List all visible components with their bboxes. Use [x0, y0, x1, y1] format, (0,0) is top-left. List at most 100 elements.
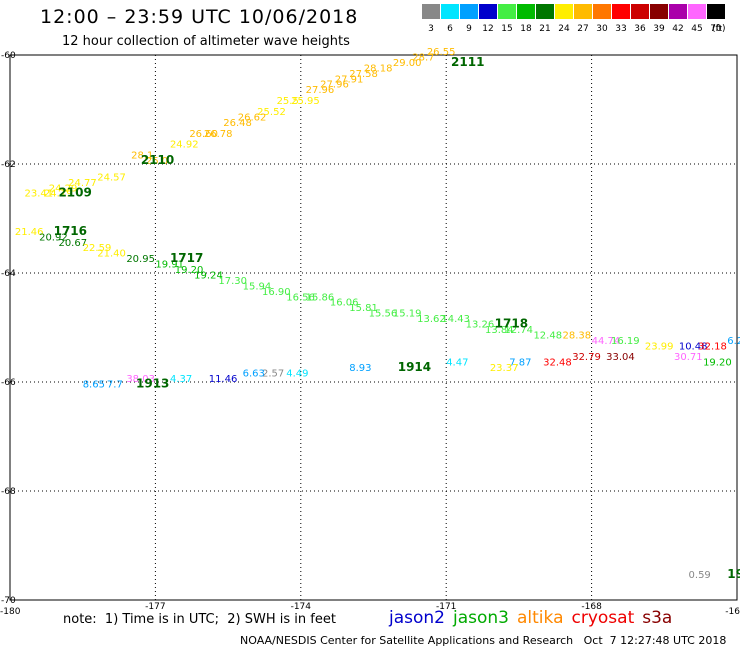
legend-swatch — [593, 4, 611, 19]
legend-swatch — [650, 4, 668, 19]
swh-value-label: 4.47 — [446, 358, 468, 369]
swh-value-label: 25.52 — [257, 107, 286, 118]
satellite-key: jason2 jason3 altika cryosat s3a — [389, 608, 680, 628]
swh-value-label: 32.18 — [698, 341, 727, 352]
swh-value-label: 44.74 — [592, 336, 621, 347]
legend-swatch — [669, 4, 687, 19]
swh-value-label: 24.79 — [44, 189, 73, 200]
swh-value-label: 6.63 — [243, 369, 265, 380]
legend-swatch — [441, 4, 459, 19]
legend-swatch — [517, 4, 535, 19]
swh-value-label: 19.91 — [155, 260, 184, 271]
swh-value-label: 32.48 — [543, 358, 572, 369]
latitude-tick-label: -70 — [1, 596, 16, 606]
swh-value-label: 24.77 — [68, 178, 97, 189]
swh-value-label: 24.29 — [49, 183, 78, 194]
swh-value-label: 27.58 — [349, 69, 378, 80]
swh-value-label: 23.37 — [490, 363, 519, 374]
swh-value-label: 27.96 — [306, 85, 335, 96]
map-title: 12:00 – 23:59 UTC 10/06/2018 — [40, 6, 359, 28]
pass-time-label: 1914 — [398, 360, 431, 374]
legend-label: 45 — [691, 24, 703, 34]
legend-swatch — [612, 4, 630, 19]
swh-value-label: 26.60 — [189, 129, 218, 140]
swh-value-label: 26.78 — [204, 129, 233, 140]
swh-value-label: 10.48 — [679, 341, 708, 352]
swh-value-label: 7.7 — [107, 379, 123, 390]
latitude-tick-label: -68 — [1, 487, 16, 497]
swh-value-label: 32.79 — [572, 352, 601, 363]
legend-swatch — [536, 4, 554, 19]
satellite-name-jason3: jason3 — [453, 608, 509, 628]
satellite-name-cryosat: cryosat — [571, 608, 635, 628]
swh-value-label: 19.20 — [703, 358, 732, 369]
pass-time-label: 2111 — [451, 55, 484, 69]
swh-value-label: 4.49 — [286, 369, 308, 380]
swh-value-label: 6.2 — [727, 336, 740, 347]
swh-value-label: 21.46 — [15, 227, 44, 238]
legend-swatch — [460, 4, 478, 19]
swh-value-label: 11.46 — [209, 374, 238, 385]
legend-label: 18 — [520, 24, 532, 34]
longitude-tick-label: -171 — [436, 602, 456, 612]
latitude-tick-label: -66 — [1, 378, 16, 388]
observation-values: 26.5528.729.0028.1827.5827.9127.9627.962… — [15, 47, 740, 581]
swh-value-label: 0.59 — [689, 570, 711, 581]
swh-value-label: 28.38 — [563, 330, 592, 341]
swh-value-label: 24.57 — [97, 172, 126, 183]
legend-label: 39 — [653, 24, 665, 34]
swh-value-label: 21.40 — [97, 249, 126, 260]
swh-value-label: 13.26 — [466, 320, 495, 331]
longitude-tick-label: -168 — [581, 602, 602, 612]
legend-label: 36 — [634, 24, 646, 34]
satellite-name-jason2: jason2 — [389, 608, 445, 628]
longitude-tick-label: -180 — [0, 607, 21, 617]
plot-frame — [9, 54, 738, 601]
swh-value-label: 28.18 — [364, 63, 393, 74]
swh-value-label: 4.37 — [170, 374, 192, 385]
latitude-tick-label: -64 — [1, 269, 16, 279]
hour-labels: 2111 2110 2109 1716 1717 1718 1913 1914 19 — [54, 55, 740, 581]
swh-value-label: 7.87 — [509, 358, 531, 369]
legend-label: 9 — [466, 24, 472, 34]
legend-label: 3 — [428, 24, 434, 34]
swh-value-label: 23.99 — [645, 341, 674, 352]
pass-time-label: 2110 — [141, 153, 174, 167]
swh-value-label: 13.84 — [485, 325, 514, 336]
legend-swatch — [422, 4, 440, 19]
footnote: note: 1) Time is in UTC; 2) SWH is in fe… — [63, 612, 336, 627]
swh-value-label: 8.93 — [349, 363, 371, 374]
legend-label: 6 — [447, 24, 453, 34]
axis-ticks: -180 -177 -174 -171 -168 -16 -60 -62 -64 -66 -68 -7… — [0, 51, 740, 617]
legend-label: 21 — [539, 24, 551, 34]
pass-time-label: 1717 — [170, 251, 203, 265]
swh-value-label: 8.65 — [83, 379, 105, 390]
satellite-name-altika: altika — [517, 608, 564, 628]
legend-swatch — [631, 4, 649, 19]
legend-label: 30 — [596, 24, 608, 34]
graticule — [10, 55, 737, 600]
swh-value-label: 28.1 — [131, 151, 153, 162]
legend-label: 12 — [482, 24, 494, 34]
legend-swatch — [479, 4, 497, 19]
legend-unit: (ft) — [712, 24, 726, 34]
swh-value-label: 15.86 — [306, 292, 335, 303]
swh-value-label: 24.92 — [170, 140, 199, 151]
legend-label: 24 — [558, 24, 570, 34]
legend-label: 33 — [615, 24, 627, 34]
swh-value-label: 20.67 — [58, 238, 87, 249]
swh-value-label: 29.00 — [393, 58, 422, 69]
pass-time-label: 1718 — [495, 317, 528, 331]
legend-swatch — [498, 4, 516, 19]
swh-value-label: 16.19 — [611, 336, 640, 347]
satellite-name-s3a: s3a — [642, 608, 673, 628]
swh-value-label: 26.48 — [223, 118, 252, 129]
swh-value-label: 15.81 — [349, 303, 378, 314]
pass-time-label: 1716 — [54, 224, 87, 238]
longitude-tick-label: -16 — [725, 607, 740, 617]
swh-value-label: 14.43 — [441, 314, 470, 325]
map-subtitle: 12 hour collection of altimeter wave hei… — [62, 34, 350, 49]
swh-value-label: 27.91 — [335, 74, 364, 85]
swh-value-label: 13.62 — [417, 314, 446, 325]
swh-value-label: 30.71 — [674, 352, 703, 363]
